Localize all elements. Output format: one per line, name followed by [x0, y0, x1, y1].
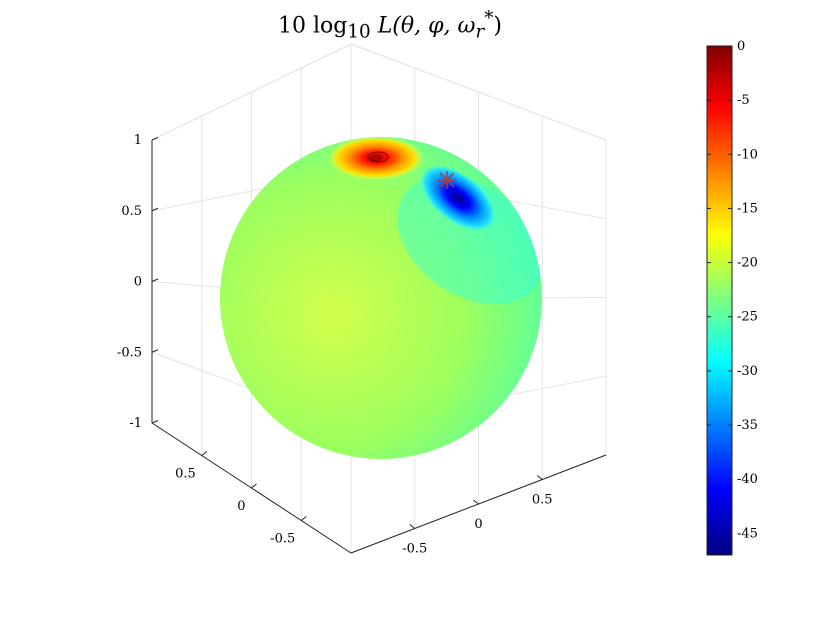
x-tick-mark [409, 524, 416, 529]
z-tick-label: 0 [134, 275, 142, 290]
colorbar-tick-label: -5 [737, 93, 750, 108]
z-tick-mark [151, 278, 159, 282]
y-tick-label: 0 [237, 499, 245, 514]
y-tick-mark [300, 516, 307, 521]
x-tick-label: 0 [474, 517, 482, 532]
maximum-spot [328, 137, 424, 180]
y-tick-label: -0.5 [270, 532, 295, 547]
colorbar-tick-label: -35 [737, 418, 758, 433]
z-tick-label: 0.5 [121, 204, 142, 219]
colorbar-tick-label: -15 [737, 201, 758, 216]
z-tick-mark [151, 420, 159, 424]
colorbar-tick-label: -20 [737, 256, 758, 271]
colorbar-gradient [706, 45, 733, 556]
x-tick-mark [536, 475, 543, 480]
z-tick-mark [151, 137, 159, 141]
colorbar-tick-label: -10 [737, 147, 758, 162]
z-tick-label: -0.5 [117, 345, 142, 360]
y-tick-label: 0.5 [175, 467, 196, 482]
z-tick-label: 1 [134, 133, 142, 148]
colorbar-tick-label: -40 [737, 472, 758, 487]
z-tick-label: -1 [129, 416, 142, 431]
z-tick-mark [151, 349, 159, 353]
colorbar: 0 -5 -10 -15 -20 -25 -30 -35 -40 -45 [706, 39, 758, 556]
sphere-surface [220, 137, 542, 459]
x-tick-mark [473, 499, 479, 505]
x-tick-label: -0.5 [402, 542, 427, 557]
y-tick-mark [251, 483, 257, 489]
z-tick-mark [151, 207, 159, 212]
y-tick-mark [201, 451, 208, 456]
colorbar-tick-label: -45 [737, 526, 758, 541]
x-tick-label: 0.5 [532, 493, 553, 508]
colorbar-tick-label: -25 [737, 310, 758, 325]
colorbar-tick-label: -30 [737, 364, 758, 379]
minimum-spot [419, 164, 497, 232]
colorbar-tick-label: 0 [737, 39, 745, 54]
chart-title: 10 log10 L(θ, φ, ωr*) [278, 8, 502, 43]
minimum-marker [438, 171, 456, 189]
